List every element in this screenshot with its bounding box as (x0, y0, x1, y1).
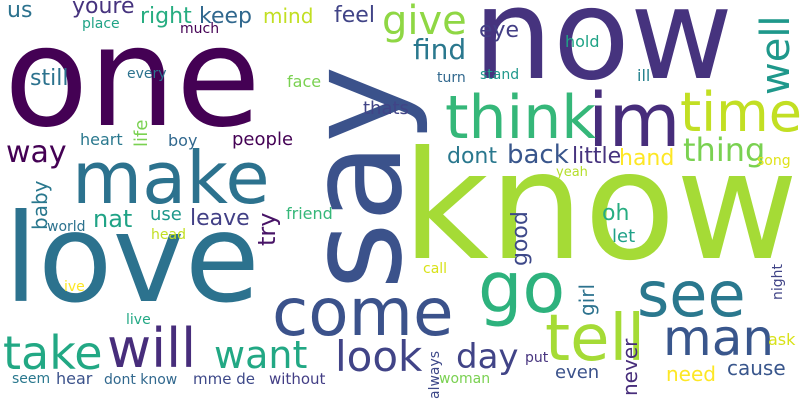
word-friend: friend (286, 204, 333, 223)
word-well: well (753, 15, 799, 95)
word-even: even (555, 362, 600, 383)
word-see: see (637, 258, 746, 331)
word-face: face (287, 72, 322, 91)
word-ive: ive (64, 279, 85, 295)
word-dont-know: dont know (104, 372, 178, 388)
word-oh: oh (602, 201, 630, 226)
word-love: love (4, 188, 260, 330)
word-thing: thing (683, 131, 766, 169)
word-one: one (4, 0, 261, 158)
word-try: try (253, 212, 281, 246)
word-much: much (180, 21, 220, 37)
word-think: think (445, 83, 596, 153)
word-go: go (478, 247, 566, 329)
word-day: day (456, 337, 519, 377)
word-turn: turn (437, 70, 466, 86)
word-place: place (82, 16, 120, 32)
word-keep: keep (199, 4, 252, 29)
word-head: head (151, 227, 186, 243)
word-live: live (126, 312, 151, 328)
word-ask: ask (768, 330, 796, 349)
word-little: little (572, 144, 622, 169)
word-tell: tell (545, 302, 646, 376)
word-every: every (127, 66, 167, 82)
word-seem: seem (12, 371, 51, 387)
word-thats: thats (363, 98, 409, 119)
word-give: give (382, 0, 467, 44)
word-let: let (612, 226, 636, 247)
word-without: without (269, 370, 326, 388)
word-find: find (413, 33, 467, 66)
word-mme-de: mme de (193, 370, 255, 388)
word-put: put (525, 350, 549, 366)
word-hear: hear (56, 369, 93, 388)
word-make: make (72, 136, 270, 220)
word-use: use (150, 204, 182, 225)
word-time: time (680, 81, 800, 144)
word-take: take (3, 326, 103, 380)
word-need: need (666, 362, 716, 386)
word-mind: mind (263, 4, 314, 28)
word-us: us (7, 0, 33, 23)
word-back: back (507, 140, 569, 170)
word-will: will (107, 317, 197, 380)
word-dont: dont (447, 144, 497, 169)
word-man: man (663, 309, 775, 367)
word-want: want (214, 333, 308, 377)
word-cause: cause (727, 356, 786, 380)
word-call: call (423, 261, 448, 277)
word-now: now (473, 0, 733, 108)
word-life: life (131, 119, 152, 147)
word-night: night (770, 263, 786, 300)
word-still: still (30, 66, 69, 91)
word-know: know (402, 120, 799, 294)
word-ill: ill (637, 66, 651, 85)
word-stand: stand (480, 67, 520, 83)
word-hand: hand (619, 146, 675, 171)
word-right: right (140, 4, 192, 29)
word-good: good (508, 211, 533, 266)
word-come: come (272, 274, 454, 351)
word-yeah: yeah (556, 165, 588, 180)
word-boy: boy (168, 131, 198, 150)
word-feel: feel (334, 3, 375, 28)
word-eye: eye (479, 18, 520, 43)
word-woman: woman (439, 371, 491, 387)
word-youre: youre (72, 0, 135, 19)
word-im: im (588, 78, 681, 164)
word-never: never (618, 338, 642, 396)
word-song: song (757, 153, 791, 169)
word-way: way (6, 135, 67, 170)
word-look: look (335, 332, 423, 381)
word-nat: nat (93, 205, 133, 233)
word-world: world (47, 219, 86, 235)
word-hold: hold (565, 32, 600, 51)
word-leave: leave (190, 206, 250, 231)
word-girl: girl (575, 283, 599, 316)
word-heart: heart (80, 130, 123, 149)
word-people: people (232, 129, 294, 150)
